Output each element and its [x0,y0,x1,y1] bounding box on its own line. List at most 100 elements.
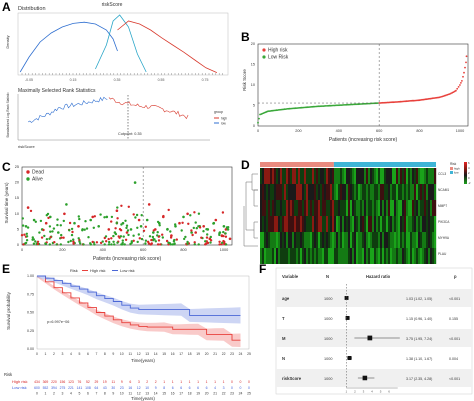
c-point-dead [40,236,44,239]
e-risk-x-tick: 24 [239,392,243,396]
d-heat-cell [316,200,319,216]
c-point-alive [126,229,130,232]
d-heat-cell [304,232,307,248]
d-heat-cell [376,168,379,184]
panel-label-a: A [2,0,11,14]
d-heat-cell [266,232,269,248]
d-heat-cell [302,216,305,232]
d-heat-cell [414,216,417,232]
d-heat-cell [338,200,341,216]
d-heat-cell [294,248,297,264]
d-heat-cell [284,200,287,216]
e-x-tick: 8 [104,352,106,356]
d-heat-cell [270,248,273,264]
d-heat-cell [422,248,425,264]
d-heat-cell [338,248,341,264]
c-point-alive [101,240,104,243]
d-heat-cell [312,232,315,248]
f-row-n: 1000 [324,357,332,361]
d-heat-cell [350,200,353,216]
d-heat-cell [374,184,377,200]
d-heat-cell [374,232,377,248]
f-row-variable: N [282,356,285,361]
d-heat-cell [354,200,357,216]
f-row-p: <0.001 [449,337,460,341]
c-point-alive [202,230,205,233]
d-heat-cell [336,184,339,200]
d-heat-cell [268,200,271,216]
panel-a: Distribution riskScore Density -0.05 0.1… [5,2,229,149]
d-heat-cell [278,248,281,264]
c-point-alive [32,242,36,245]
f-row-p: 0.004 [449,357,458,361]
d-heat-cell [312,184,315,200]
d-heat-cell [410,200,413,216]
c-point-alive [32,218,36,222]
d-gene-label: PLAU [438,252,447,256]
d-heat-cell [434,168,437,184]
d-heat-cell [354,232,357,248]
e-risk-value: 0 [240,386,242,390]
e-risk-value: 275 [60,386,66,390]
d-heat-cell [366,232,369,248]
d-heat-cell [320,216,323,232]
e-risk-x-tick: 23 [230,392,234,396]
c-point-alive [120,223,123,226]
d-heat-cell [384,216,387,232]
e-x-tick: 22 [222,352,226,356]
c-point-dead [107,237,110,241]
d-heat-cell [428,216,431,232]
d-legend-high-swatch [450,167,453,170]
e-risk-value: 10 [145,386,149,390]
c-point-alive [190,231,193,234]
e-risk-value: 30 [111,386,115,390]
e-y-tick: 1.00 [27,274,34,278]
d-gene-label: MMP7 [438,204,447,208]
d-heat-cell [330,200,333,216]
c-point-alive [144,242,147,245]
d-heat-cell [268,216,271,232]
density-ylabel: Density [5,35,10,48]
b-point-high [462,75,464,78]
d-heat-cell [280,232,283,248]
e-risk-value: 0 [231,386,233,390]
d-heat-cell [382,248,385,264]
d-heat-cell [286,216,289,232]
d-heat-cell [356,200,359,216]
e-risk-value: 12 [137,386,141,390]
d-scale-label: 6 [468,161,470,165]
c-point-dead [209,239,213,242]
b-legend-high: High risk [268,48,288,54]
d-heat-cell [350,216,353,232]
b-point-low [293,107,296,110]
d-heat-cell [276,200,279,216]
f-hr-marker [344,296,349,300]
d-heat-cell [270,168,273,184]
d-heat-cell [308,232,311,248]
f-row-hr: 3.75 (1.95, 7.24) [406,337,432,341]
d-heat-cell [268,248,271,264]
e-risk-value: 434 [34,380,40,384]
d-heat-cell [414,184,417,200]
e-risk-x-tick: 5 [78,392,80,396]
d-heat-cell [392,168,395,184]
panel-label-b: B [241,30,250,44]
c-point-alive [194,221,197,224]
density-top-title: riskScore [102,2,123,8]
c-point-alive [65,203,68,206]
b-y-tick: 5 [253,104,255,108]
d-heat-cell [298,248,301,264]
d-heat-cell [370,200,373,216]
e-risk-value: 52 [86,380,90,384]
d-heat-cell [400,168,403,184]
c-point-alive [116,241,119,244]
d-heat-cell [388,232,391,248]
d-heat-cell [292,184,295,200]
d-heat-cell [362,184,365,200]
d-heat-cell [266,248,269,264]
d-heat-cell [366,200,369,216]
d-heat-cell [426,184,429,200]
d-heat-cell [264,168,267,184]
d-heat-cell [388,248,391,264]
c-point-alive [21,224,25,227]
